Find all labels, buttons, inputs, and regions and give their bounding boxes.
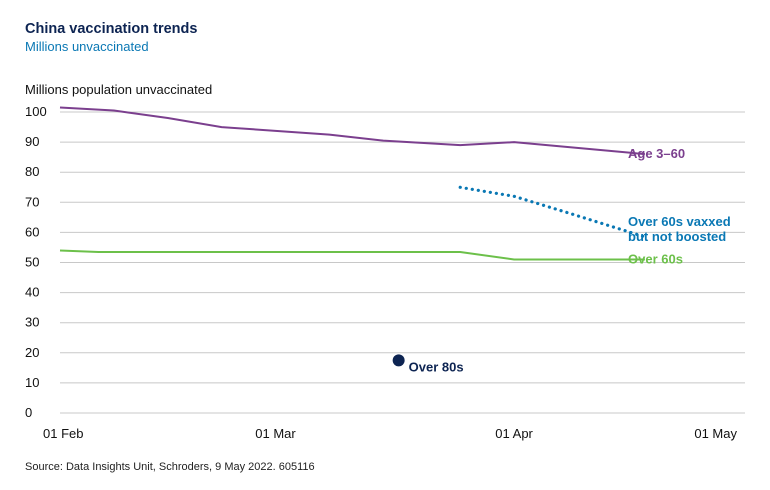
source-note: Source: Data Insights Unit, Schroders, 9… bbox=[25, 461, 315, 473]
y-tick-30: 30 bbox=[25, 315, 39, 330]
series-group bbox=[59, 106, 647, 367]
chart-subtitle: Millions unvaccinated bbox=[25, 39, 149, 54]
x-tick-01-may: 01 May bbox=[694, 426, 737, 441]
y-axis-title: Millions population unvaccinated bbox=[25, 82, 212, 97]
series-labels: Age 3–60 Over 60s vaxxed but not boosted Ov… bbox=[409, 146, 731, 374]
y-tick-0: 0 bbox=[25, 405, 32, 420]
series-label-age-3-60: Age 3–60 bbox=[628, 146, 685, 161]
series-over-60s-vaxxed-but-not-boosted-line bbox=[458, 185, 647, 239]
x-tick-01-feb: 01 Feb bbox=[43, 426, 83, 441]
y-tick-labels: 0 10 20 30 40 50 60 70 80 90 100 bbox=[25, 104, 47, 420]
y-tick-90: 90 bbox=[25, 134, 39, 149]
chart-title: China vaccination trends bbox=[25, 21, 198, 37]
x-tick-01-apr: 01 Apr bbox=[495, 426, 533, 441]
x-tick-labels: 01 Feb 01 Mar 01 Apr 01 May bbox=[43, 426, 737, 441]
series-label-over-60s-vaxxed-but-not-boosted: Over 60s vaxxed but not boosted bbox=[628, 214, 731, 244]
series-over-80s-point bbox=[392, 354, 405, 367]
series-label-over-60s: Over 60s bbox=[628, 251, 683, 266]
y-tick-50: 50 bbox=[25, 255, 39, 270]
y-tick-20: 20 bbox=[25, 345, 39, 360]
x-tick-01-mar: 01 Mar bbox=[255, 426, 296, 441]
series-label-over-80s: Over 80s bbox=[409, 359, 464, 374]
y-tick-80: 80 bbox=[25, 164, 39, 179]
y-tick-70: 70 bbox=[25, 194, 39, 209]
y-tick-10: 10 bbox=[25, 375, 39, 390]
y-tick-100: 100 bbox=[25, 104, 47, 119]
series-age-3-60-line bbox=[59, 106, 645, 156]
series-over-60s-line bbox=[59, 249, 645, 261]
y-tick-40: 40 bbox=[25, 285, 39, 300]
y-tick-60: 60 bbox=[25, 224, 39, 239]
